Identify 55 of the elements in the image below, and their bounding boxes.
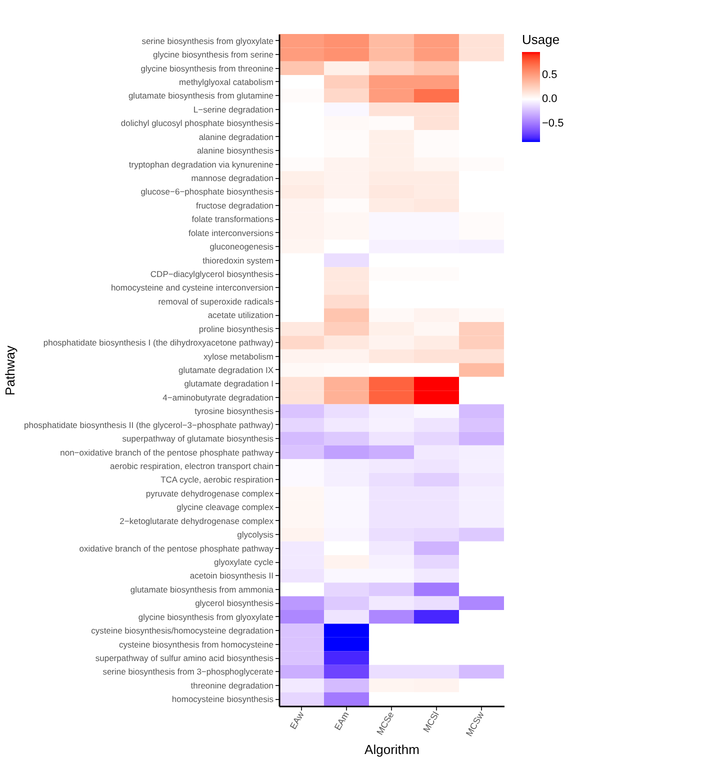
y-tick-label: glycine biosynthesis from glyoxylate (138, 612, 274, 622)
y-axis-title: Pathway (2, 345, 18, 396)
y-tick-label: phosphatidate biosynthesis II (the glycerol−3−phosphate pathway) (24, 420, 274, 430)
y-tick-label: alanine biosynthesis (196, 146, 274, 156)
y-tick-label: glutamate degradation I (184, 378, 274, 389)
y-tick-label: glutamate biosynthesis from glutamine (128, 90, 274, 101)
y-tick-label: glucose−6−phosphate biosynthesis (140, 186, 274, 197)
y-tick-label: superpathway of glutamate biosynthesis (122, 434, 274, 444)
y-tick-label: glycolysis (237, 530, 274, 540)
y-tick-label: non−oxidative branch of the pentose phosphate pathway (60, 447, 274, 458)
y-tick-label: thioredoxin system (202, 255, 274, 266)
y-tick-label: oxidative branch of the pentose phosphate pathway (79, 543, 274, 554)
y-tick-label: 2−ketoglutarate dehydrogenase complex (120, 516, 274, 526)
y-tick-label: glycerol biosynthesis (195, 598, 274, 608)
y-tick-label: aerobic respiration, electron transport chain (110, 461, 274, 471)
y-tick-label: removal of superoxide radicals (158, 296, 274, 306)
y-tick-label: fructose degradation (196, 200, 274, 210)
y-tick-label: cysteine biosynthesis/homocysteine degradation (91, 626, 274, 636)
y-tick-label: serine biosynthesis from 3−phosphoglycerate (102, 666, 274, 677)
y-tick-label: 4−aminobutyrate degradation (162, 392, 274, 402)
y-tick-label: proline biosynthesis (198, 324, 274, 334)
y-tick-label: L−serine degradation (193, 104, 274, 114)
y-tick-label: mannose degradation (191, 173, 274, 183)
y-tick-label: methylglyoxal catabolism (179, 77, 274, 87)
y-tick-label: serine biosynthesis from glyoxylate (142, 36, 274, 46)
y-tick-label: homocysteine biosynthesis (172, 694, 274, 704)
y-tick-label: pyruvate dehydrogenase complex (146, 488, 274, 498)
y-tick-label: CDP−diacylglycerol biosynthesis (150, 269, 274, 279)
y-tick-label: dolichyl glucosyl phosphate biosynthesis (120, 118, 274, 128)
y-tick-label: cysteine biosynthesis from homocysteine (119, 639, 274, 650)
x-axis-title: Algorithm (364, 742, 420, 757)
y-tick-label: acetoin biosynthesis II (190, 570, 274, 581)
y-tick-label: tryptophan degradation via kynurenine (128, 159, 274, 170)
y-tick-label: folate transformations (192, 214, 274, 224)
y-tick-label: acetate utilization (208, 310, 274, 320)
y-tick-label: glycine biosynthesis from serine (153, 50, 274, 60)
y-tick-label: glyoxylate cycle (214, 557, 274, 567)
y-tick-label: glutamate biosynthesis from ammonia (130, 584, 274, 594)
y-tick-label: glycine cleavage complex (176, 502, 274, 512)
y-tick-label: glutamate degradation IX (178, 365, 274, 375)
color-bar-title: Usage (522, 32, 560, 47)
y-tick-label: folate interconversions (188, 228, 274, 238)
y-tick-label: alanine degradation (198, 132, 274, 142)
y-tick-label: tyrosine biosynthesis (194, 406, 274, 416)
color-bar-label: 0.5 (542, 68, 558, 81)
color-bar-label: −0.5 (542, 118, 564, 130)
color-bar-label: 0.0 (542, 93, 558, 106)
y-tick-label: glycine biosynthesis from threonine (140, 63, 274, 74)
y-tick-label: xylose metabolism (204, 351, 274, 362)
y-tick-label: threonine degradation (190, 680, 274, 690)
y-tick-label: TCA cycle, aerobic respiration (160, 474, 274, 485)
y-tick-label: gluconeogenesis (210, 242, 274, 252)
y-tick-label: superpathway of sulfur amino acid biosynthesis (95, 653, 274, 663)
y-tick-label: homocysteine and cysteine interconversion (110, 282, 274, 293)
y-tick-label: phosphatidate biosynthesis I (the dihydroxyacetone pathway) (43, 338, 274, 348)
